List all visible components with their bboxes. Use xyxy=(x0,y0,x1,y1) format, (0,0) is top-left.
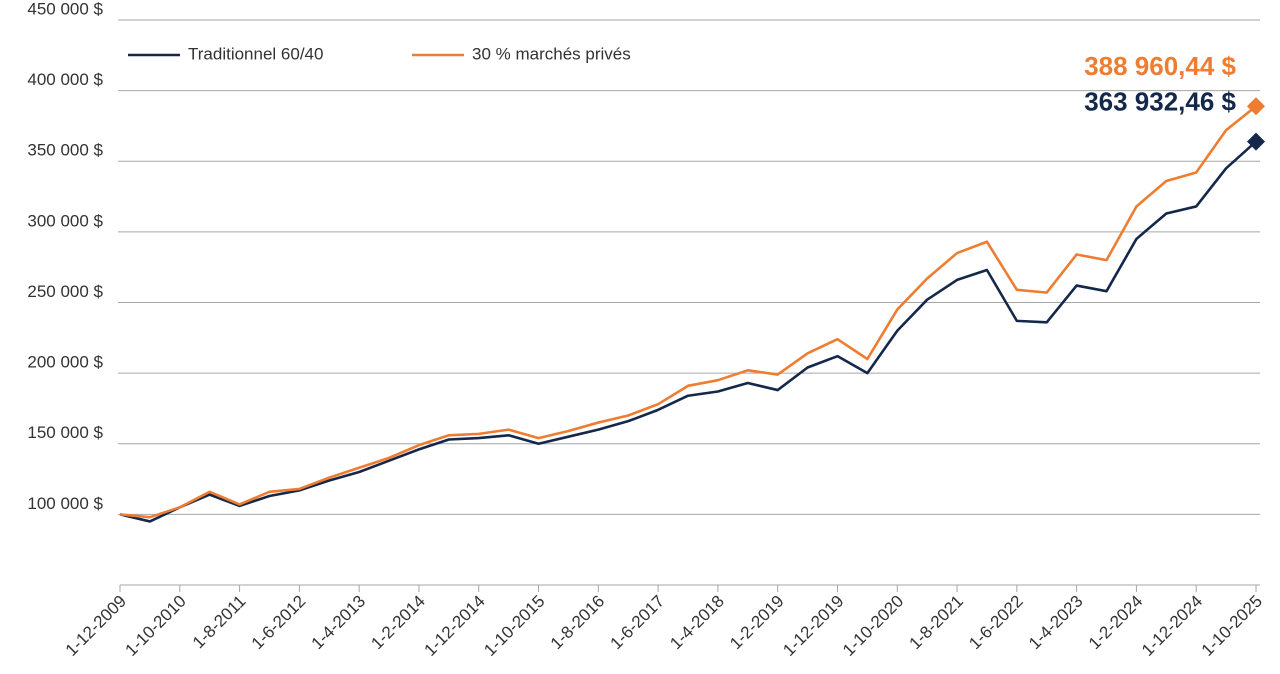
x-tick-label: 1-12-2019 xyxy=(779,592,847,660)
y-tick-label: 350 000 $ xyxy=(27,141,103,160)
x-tick-label: 1-10-2025 xyxy=(1198,592,1266,660)
series-line xyxy=(119,105,1257,519)
legend-label: 30 % marchés privés xyxy=(472,44,631,63)
x-tick-label: 1-8-2021 xyxy=(905,592,967,654)
series-line xyxy=(119,140,1257,523)
y-tick-label: 200 000 $ xyxy=(27,353,103,372)
x-tick-label: 1-10-2020 xyxy=(839,592,907,660)
y-tick-label: 250 000 $ xyxy=(27,282,103,301)
x-tick-label: 1-12-2009 xyxy=(62,592,130,660)
y-tick-label: 100 000 $ xyxy=(27,494,103,513)
x-tick-label: 1-2-2024 xyxy=(1085,592,1147,654)
x-tick-label: 1-4-2013 xyxy=(308,592,370,654)
x-tick-label: 1-2-2014 xyxy=(367,592,429,654)
x-tick-label: 1-4-2023 xyxy=(1025,592,1087,654)
x-tick-label: 1-10-2010 xyxy=(122,592,190,660)
x-tick-label: 1-6-2012 xyxy=(248,592,310,654)
value-label: 363 932,46 $ xyxy=(1084,86,1236,116)
x-tick-label: 1-4-2018 xyxy=(666,592,728,654)
x-tick-label: 1-8-2011 xyxy=(189,592,250,653)
x-tick-label: 1-6-2022 xyxy=(965,592,1027,654)
value-label: 388 960,44 $ xyxy=(1084,51,1236,81)
x-tick-label: 1-8-2016 xyxy=(547,592,609,654)
x-tick-label: 1-12-2024 xyxy=(1138,592,1206,660)
y-tick-label: 450 000 $ xyxy=(27,0,103,18)
y-tick-label: 300 000 $ xyxy=(27,211,103,230)
x-tick-label: 1-2-2019 xyxy=(726,592,788,654)
x-tick-label: 1-12-2014 xyxy=(420,592,488,660)
y-tick-label: 400 000 $ xyxy=(27,70,103,89)
end-marker xyxy=(1247,132,1265,151)
end-marker xyxy=(1247,97,1265,116)
x-tick-label: 1-10-2015 xyxy=(480,592,548,660)
y-tick-label: 150 000 $ xyxy=(27,423,103,442)
x-tick-label: 1-6-2017 xyxy=(607,592,669,654)
legend-label: Traditionnel 60/40 xyxy=(188,44,323,63)
